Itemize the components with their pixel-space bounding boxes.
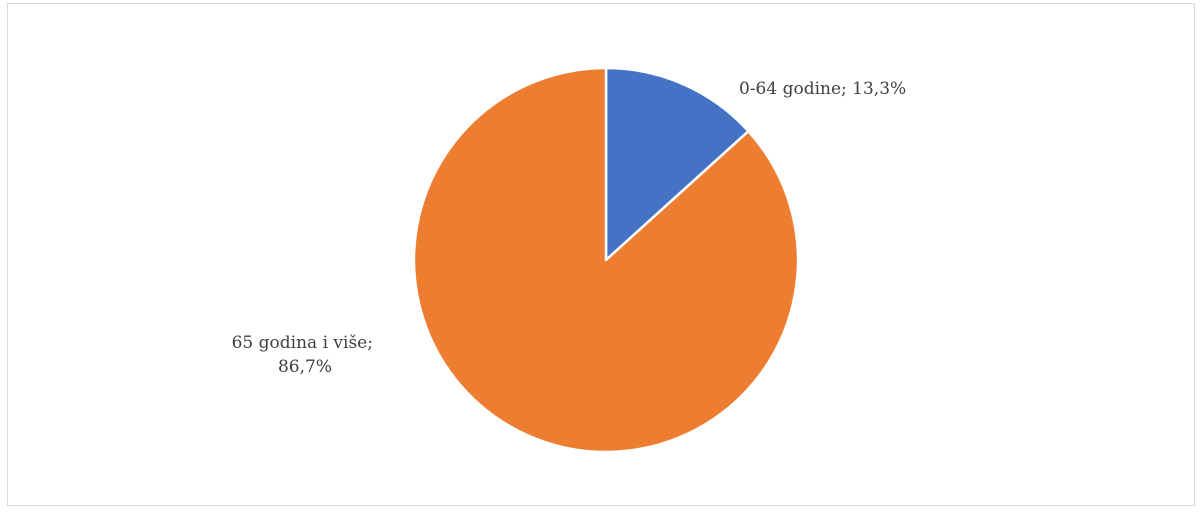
pie-slice-65-plus [412,66,800,454]
data-label-65-plus-line1: 65 godina i više; [232,333,373,353]
pie-slices [412,66,800,454]
data-label-65-plus-line2: 86,7% [278,357,332,377]
pie-slice-0-64 [604,66,750,262]
data-label-0-64: 0-64 godine; 13,3% [739,79,906,99]
data-label-65-plus: 65 godina i više; 86,7% [232,333,379,377]
data-labels: 0-64 godine; 13,3% 65 godina i više; 86,… [232,79,907,377]
